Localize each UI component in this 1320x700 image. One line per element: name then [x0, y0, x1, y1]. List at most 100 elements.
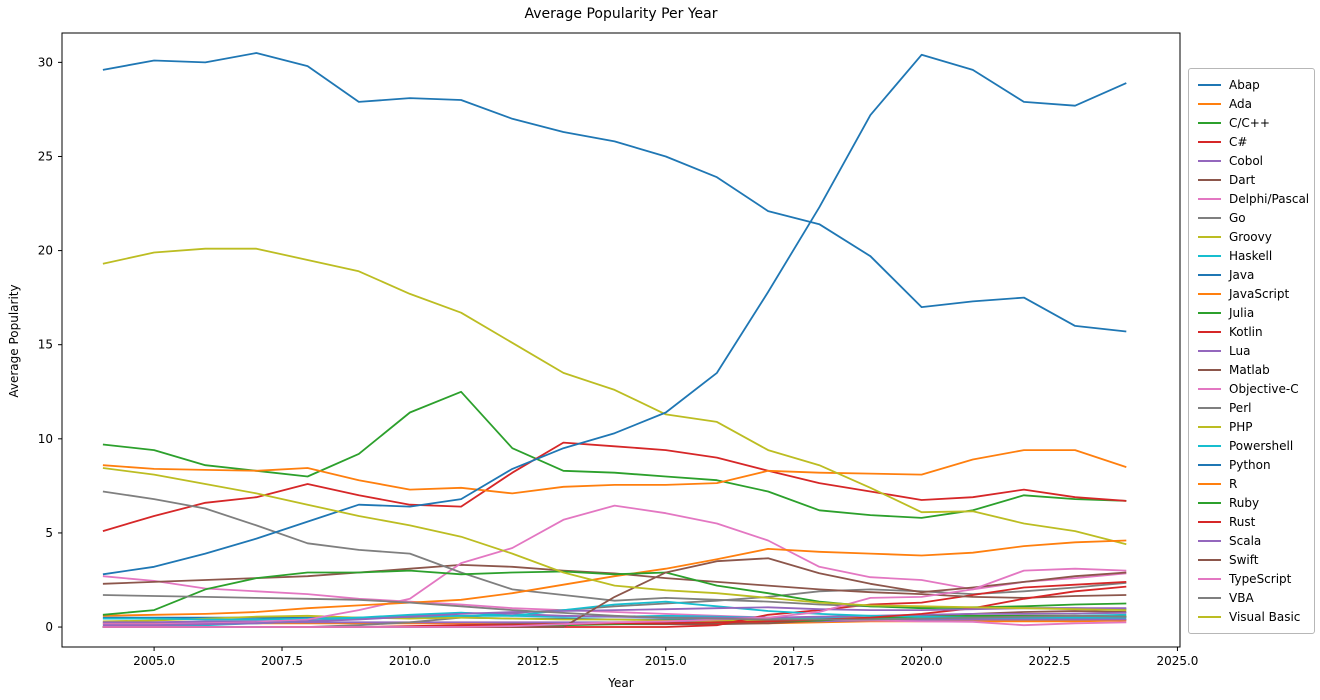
legend-label: Dart	[1229, 173, 1256, 187]
legend-line-swatch	[1198, 217, 1221, 219]
legend-item-delphi-pascal: Delphi/Pascal	[1198, 190, 1310, 208]
legend-label: Abap	[1229, 78, 1260, 92]
legend-label: Powershell	[1229, 439, 1294, 453]
legend-item-haskell: Haskell	[1198, 247, 1306, 265]
legend-label: C/C++	[1229, 116, 1270, 130]
line-delphi-pascal	[102, 575, 1127, 627]
legend-item-php: PHP	[1198, 418, 1306, 436]
y-axis-label: Average Popularity	[7, 284, 21, 398]
x-tick-label: 2010.0	[389, 654, 431, 668]
legend-line-swatch	[1198, 521, 1221, 523]
legend-label: Java	[1229, 268, 1255, 282]
legend-item-javascript: JavaScript	[1198, 285, 1306, 303]
legend-item-go: Go	[1198, 209, 1306, 227]
legend-line-swatch	[1198, 426, 1221, 428]
legend-item-kotlin: Kotlin	[1198, 323, 1306, 341]
legend-label: Go	[1229, 211, 1246, 225]
legend-line-swatch	[1198, 312, 1221, 314]
legend-line-swatch	[1198, 578, 1221, 580]
legend-line-swatch	[1198, 559, 1221, 561]
legend-item-cobol: Cobol	[1198, 152, 1306, 170]
legend-label: TypeScript	[1229, 572, 1292, 586]
legend-item-c-: C#	[1198, 133, 1306, 151]
legend-item-matlab: Matlab	[1198, 361, 1306, 379]
legend: Abap Ada C/C++ C# Cobol Dart Delphi/Pascal Go Gr…	[1188, 68, 1315, 634]
legend-label: Kotlin	[1229, 325, 1263, 339]
legend-item-ruby: Ruby	[1198, 494, 1306, 512]
legend-label: Delphi/Pascal	[1229, 192, 1310, 206]
legend-line-swatch	[1198, 274, 1221, 276]
legend-line-swatch	[1198, 198, 1221, 200]
line-visual-basic	[102, 467, 1127, 611]
legend-item-scala: Scala	[1198, 532, 1306, 550]
legend-label: Visual Basic	[1229, 610, 1301, 624]
y-tick-label: 25	[38, 149, 53, 163]
line-javascript	[102, 449, 1127, 495]
legend-line-swatch	[1198, 350, 1221, 352]
x-tick-label: 2015.0	[645, 654, 687, 668]
legend-label: Haskell	[1229, 249, 1273, 263]
x-tick-label: 2005.0	[133, 654, 175, 668]
legend-label: VBA	[1229, 591, 1254, 605]
x-axis-label: Year	[608, 676, 634, 690]
line-python	[102, 53, 1127, 576]
legend-label: Lua	[1229, 344, 1251, 358]
line-c-	[102, 441, 1127, 532]
legend-line-swatch	[1198, 255, 1221, 257]
legend-line-swatch	[1198, 160, 1221, 162]
legend-label: Scala	[1229, 534, 1262, 548]
line-typescript	[102, 567, 1127, 628]
y-tick-label: 0	[45, 620, 53, 634]
legend-line-swatch	[1198, 103, 1221, 105]
legend-item-lua: Lua	[1198, 342, 1306, 360]
legend-item-dart: Dart	[1198, 171, 1306, 189]
line-scala	[102, 606, 1127, 627]
x-tick-label: 2025.0	[1156, 654, 1198, 668]
legend-label: Julia	[1229, 306, 1255, 320]
y-tick-label: 5	[45, 526, 53, 540]
legend-line-swatch	[1198, 122, 1221, 124]
legend-label: JavaScript	[1229, 287, 1290, 301]
legend-label: Perl	[1229, 401, 1252, 415]
legend-item-java: Java	[1198, 266, 1306, 284]
x-tick-label: 2017.5	[773, 654, 815, 668]
legend-item-julia: Julia	[1198, 304, 1306, 322]
legend-label: PHP	[1229, 420, 1253, 434]
legend-line-swatch	[1198, 141, 1221, 143]
legend-line-swatch	[1198, 293, 1221, 295]
line-r	[102, 539, 1127, 617]
legend-item-c-c-: C/C++	[1198, 114, 1306, 132]
legend-item-r: R	[1198, 475, 1306, 493]
line-matlab	[102, 564, 1127, 599]
x-tick-label: 2020.0	[901, 654, 943, 668]
legend-item-typescript: TypeScript	[1198, 570, 1306, 588]
y-tick-label: 10	[38, 432, 53, 446]
legend-item-abap: Abap	[1198, 76, 1306, 94]
legend-item-rust: Rust	[1198, 513, 1306, 531]
line-java	[102, 52, 1127, 333]
legend-line-swatch	[1198, 540, 1221, 542]
legend-line-swatch	[1198, 179, 1221, 181]
legend-label: Rust	[1229, 515, 1256, 529]
legend-item-ada: Ada	[1198, 95, 1306, 113]
legend-line-swatch	[1198, 445, 1221, 447]
y-tick-label: 15	[38, 338, 53, 352]
plot-border	[61, 32, 1181, 648]
legend-line-swatch	[1198, 616, 1221, 618]
legend-line-swatch	[1198, 84, 1221, 86]
legend-item-vba: VBA	[1198, 589, 1306, 607]
legend-item-python: Python	[1198, 456, 1306, 474]
x-tick-label: 2022.5	[1029, 654, 1071, 668]
legend-line-swatch	[1198, 236, 1221, 238]
line-php	[102, 247, 1127, 546]
legend-label: Matlab	[1229, 363, 1270, 377]
legend-line-swatch	[1198, 388, 1221, 390]
legend-item-powershell: Powershell	[1198, 437, 1306, 455]
legend-label: R	[1229, 477, 1238, 491]
legend-line-swatch	[1198, 483, 1221, 485]
legend-item-swift: Swift	[1198, 551, 1306, 569]
legend-label: C#	[1229, 135, 1248, 149]
y-tick-label: 30	[38, 55, 53, 69]
line-vba	[102, 594, 1127, 621]
